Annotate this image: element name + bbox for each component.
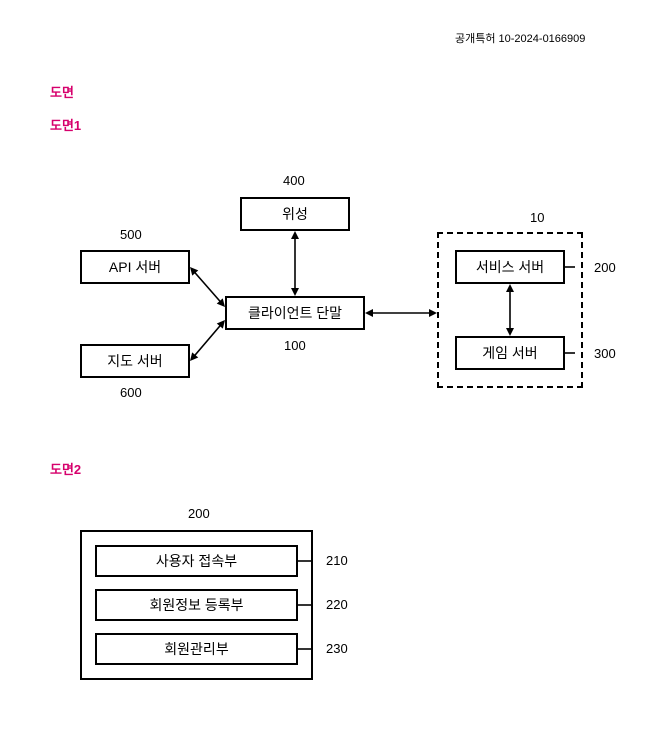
node-map-server: 지도 서버 bbox=[80, 344, 190, 378]
node-satellite: 위성 bbox=[240, 197, 350, 231]
row-label: 회원정보 등록부 bbox=[149, 595, 243, 615]
ref-fig2-container: 200 bbox=[188, 506, 210, 521]
ref-map-server: 600 bbox=[120, 385, 142, 400]
row-label: 회원관리부 bbox=[164, 639, 228, 659]
node-label: 서비스 서버 bbox=[476, 257, 544, 277]
ref-api-server: 500 bbox=[120, 227, 142, 242]
node-client: 클라이언트 단말 bbox=[225, 296, 365, 330]
node-label: 지도 서버 bbox=[107, 351, 162, 371]
ref-fig2-row-1: 220 bbox=[326, 597, 348, 612]
fig2-row-1: 회원정보 등록부 bbox=[95, 589, 298, 621]
node-api-server: API 서버 bbox=[80, 250, 190, 284]
node-svc-server: 서비스 서버 bbox=[455, 250, 565, 284]
ref-satellite: 400 bbox=[283, 173, 305, 188]
node-game-server: 게임 서버 bbox=[455, 336, 565, 370]
section-drawings: 도면 bbox=[50, 82, 74, 101]
node-label: API 서버 bbox=[109, 257, 161, 277]
node-label: 위성 bbox=[282, 204, 308, 224]
ref-group: 10 bbox=[530, 210, 544, 225]
row-label: 사용자 접속부 bbox=[156, 551, 237, 571]
publication-number: 공개특허 10-2024-0166909 bbox=[455, 30, 585, 46]
node-label: 클라이언트 단말 bbox=[248, 303, 342, 323]
ref-fig2-row-2: 230 bbox=[326, 641, 348, 656]
ref-svc-server: 200 bbox=[594, 260, 616, 275]
ref-fig2-row-0: 210 bbox=[326, 553, 348, 568]
section-fig1: 도면1 bbox=[50, 115, 81, 134]
ref-client: 100 bbox=[284, 338, 306, 353]
ref-game-server: 300 bbox=[594, 346, 616, 361]
fig2-row-0: 사용자 접속부 bbox=[95, 545, 298, 577]
section-fig2: 도면2 bbox=[50, 459, 81, 478]
fig2-row-2: 회원관리부 bbox=[95, 633, 298, 665]
node-label: 게임 서버 bbox=[482, 343, 537, 363]
